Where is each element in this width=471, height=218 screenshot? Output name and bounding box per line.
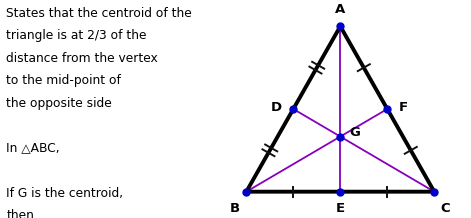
- Text: distance from the vertex: distance from the vertex: [6, 52, 158, 65]
- Text: If G is the centroid,: If G is the centroid,: [6, 187, 123, 200]
- Text: the opposite side: the opposite side: [6, 97, 112, 110]
- Text: A: A: [335, 3, 345, 16]
- Text: D: D: [271, 101, 282, 114]
- Text: C: C: [441, 202, 450, 215]
- Text: States that the centroid of the: States that the centroid of the: [6, 7, 192, 20]
- Text: In △ABC,: In △ABC,: [6, 142, 60, 155]
- Text: E: E: [336, 202, 345, 215]
- Text: B: B: [230, 202, 240, 215]
- Text: G: G: [349, 126, 361, 139]
- Text: F: F: [398, 101, 408, 114]
- Text: then: then: [6, 209, 34, 218]
- Text: triangle is at 2/3 of the: triangle is at 2/3 of the: [6, 29, 147, 42]
- Text: to the mid-point of: to the mid-point of: [6, 74, 121, 87]
